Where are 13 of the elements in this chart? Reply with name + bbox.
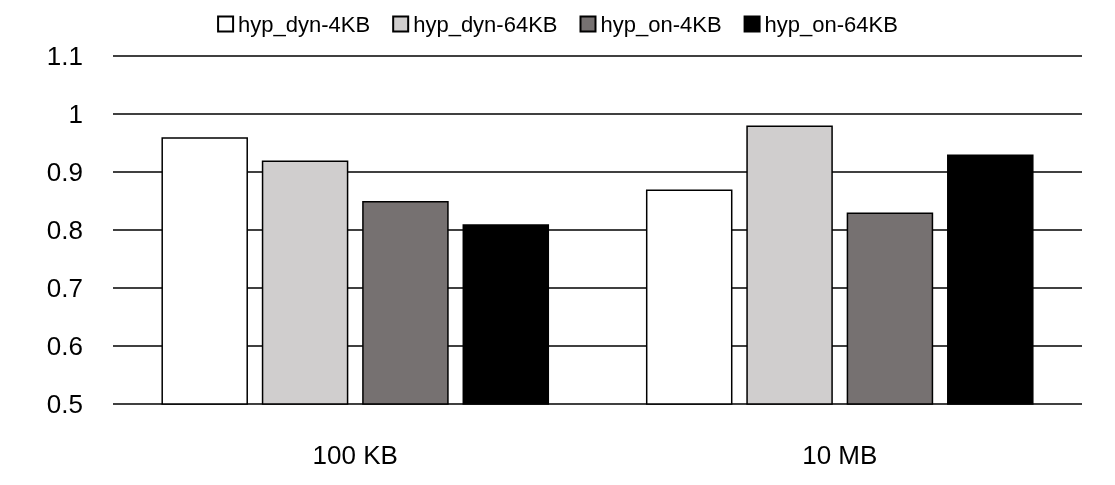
x-tick-label: 100 KB [312,440,398,470]
y-tick-label: 0.6 [46,331,83,361]
y-tick-label: 1.1 [46,41,83,71]
x-tick-label: 10 MB [802,440,878,470]
y-tick-label: 0.5 [46,389,83,419]
y-tick-label: 0.8 [46,215,83,245]
legend-label: hyp_on-64KB [764,11,898,37]
y-tick-label: 0.9 [46,157,83,187]
legend-label: hyp_on-4KB [600,11,722,37]
y-tick-label: 1 [68,99,83,129]
y-tick-label: 0.7 [46,273,83,303]
legend-label: hyp_dyn-64KB [413,11,558,37]
legend-label: hyp_dyn-4KB [238,11,371,37]
